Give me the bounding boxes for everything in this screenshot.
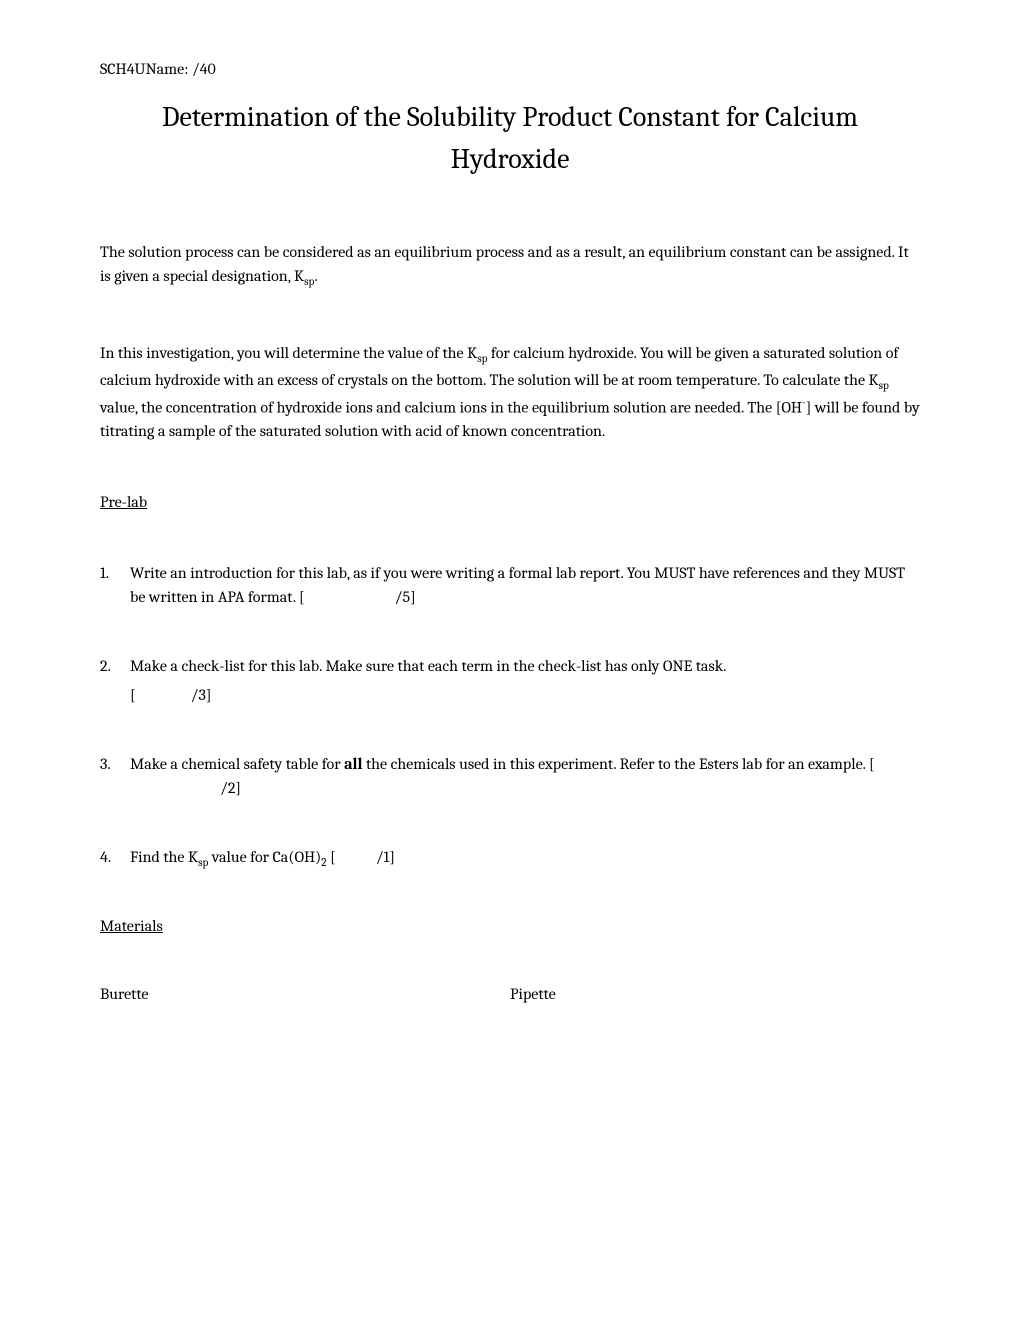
intro-paragraph-2: In this investigation, you will determin…: [100, 341, 920, 443]
subscript-sp: sp: [304, 275, 314, 288]
item-text: [: [327, 848, 336, 866]
page-title: Determination of the Solubility Product …: [100, 96, 920, 180]
prelab-heading: Pre-lab: [100, 493, 920, 511]
item-score: /5]: [395, 588, 416, 606]
subscript-sp: sp: [879, 379, 889, 392]
list-item: Write an introduction for this lab, as i…: [100, 561, 920, 609]
item-text: Make a check-list for this lab. Make sur…: [130, 657, 726, 675]
name-label: Name:: [146, 60, 189, 78]
subscript-sp: sp: [198, 856, 208, 869]
intro-text: value, the concentration of hydroxide io…: [100, 398, 802, 416]
item-score: /1]: [376, 848, 395, 866]
intro-paragraph-1: The solution process can be considered a…: [100, 240, 920, 291]
item-text: Make a chemical safety table for: [130, 755, 344, 773]
item-text: the chemicals used in this experiment. R…: [362, 755, 874, 773]
item-score: /2]: [220, 779, 241, 797]
intro-text: The solution process can be considered a…: [100, 243, 909, 285]
course-code: SCH4U: [100, 60, 146, 78]
materials-row: Burette Pipette: [100, 985, 920, 1003]
list-item: Make a check-list for this lab. Make sur…: [100, 654, 920, 707]
item-text: Find the K: [130, 848, 198, 866]
materials-heading: Materials: [100, 917, 920, 935]
list-item: Find the Ksp value for Ca(OH)2 [/1]: [100, 845, 920, 872]
list-item: Make a chemical safety table for all the…: [100, 752, 920, 800]
score-line: [ /3]: [130, 683, 920, 707]
total-score: /40: [192, 60, 216, 78]
prelab-list: Write an introduction for this lab, as i…: [100, 561, 920, 872]
item-text: Write an introduction for this lab, as i…: [130, 564, 905, 606]
subscript-sp: sp: [477, 352, 487, 365]
score-bracket: [: [130, 686, 136, 704]
materials-col-2: Pipette: [510, 985, 920, 1003]
intro-text: .: [314, 267, 317, 285]
materials-col-1: Burette: [100, 985, 510, 1003]
header-line: SCH4UName: /40: [100, 60, 920, 78]
item-score: /3]: [191, 686, 212, 704]
item-text: value for Ca(OH): [208, 848, 321, 866]
bold-text: all: [344, 755, 362, 773]
intro-text: In this investigation, you will determin…: [100, 344, 477, 362]
